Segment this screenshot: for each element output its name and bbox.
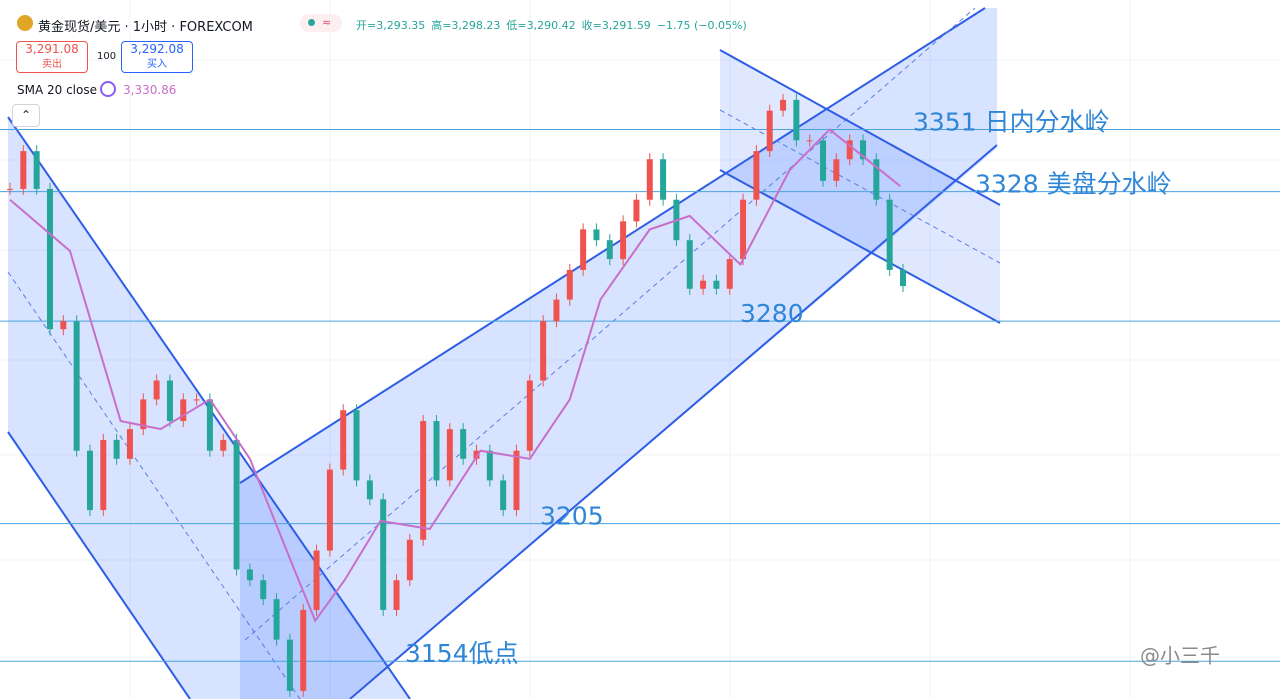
candle xyxy=(860,140,867,160)
candle xyxy=(353,410,360,481)
candle xyxy=(340,410,347,470)
buy-button[interactable]: 3,292.08 买入 xyxy=(121,41,193,73)
indicator-icon[interactable] xyxy=(100,81,116,97)
channels xyxy=(7,7,1001,699)
sma-line xyxy=(9,128,901,623)
candle xyxy=(180,399,187,422)
candle xyxy=(193,399,200,401)
candle xyxy=(73,321,80,451)
candle xyxy=(753,151,760,200)
candle xyxy=(620,221,627,260)
ohlc-value: −1.75 (−0.05%) xyxy=(656,19,747,32)
candle xyxy=(793,99,800,141)
candle xyxy=(900,269,906,287)
candle xyxy=(540,321,547,381)
indicator-name: SMA 20 close xyxy=(17,83,97,97)
plot: 3351 日内分水岭 3328 美盘分水岭 3280 3205 3154低点 xyxy=(0,93,1280,697)
sell-label: 卖出 xyxy=(42,59,62,70)
candle xyxy=(886,199,893,270)
candle xyxy=(700,280,707,289)
candle xyxy=(473,450,480,459)
status-badge[interactable]: ≈ xyxy=(300,14,342,32)
candle xyxy=(486,450,493,481)
candle xyxy=(833,159,840,181)
candle xyxy=(406,539,413,581)
candle xyxy=(233,439,240,570)
candle xyxy=(420,421,427,540)
level-label: 3280 xyxy=(740,299,804,328)
candle xyxy=(86,450,93,511)
candle xyxy=(686,240,693,289)
candle xyxy=(806,140,813,142)
collapse-button[interactable]: ⌃ xyxy=(12,104,40,127)
candle xyxy=(460,429,467,459)
candle xyxy=(660,159,667,200)
candle xyxy=(526,380,533,451)
candle xyxy=(393,580,400,610)
sell-price: 3,291.08 xyxy=(25,42,79,56)
candle xyxy=(100,439,107,511)
candle xyxy=(513,450,520,511)
candle xyxy=(500,480,507,511)
watermark: @小三千 xyxy=(1140,644,1220,668)
candle xyxy=(300,609,307,691)
candle xyxy=(446,429,453,481)
candle xyxy=(113,439,120,459)
spread: 100 xyxy=(97,51,117,62)
candle xyxy=(846,140,853,160)
candle xyxy=(246,569,253,581)
candle xyxy=(166,380,173,422)
candle xyxy=(593,229,600,241)
candle xyxy=(433,421,440,481)
ohlc-value: 收=3,291.59 xyxy=(581,19,651,32)
candle xyxy=(20,151,27,189)
candle xyxy=(326,469,333,551)
sell-button[interactable]: 3,291.08 卖出 xyxy=(16,41,88,73)
ohlc-value: 开=3,293.35 xyxy=(356,19,426,32)
candle xyxy=(313,550,320,610)
candle xyxy=(380,499,387,610)
buy-price: 3,292.08 xyxy=(130,42,184,56)
candle xyxy=(206,399,213,451)
candle xyxy=(553,299,560,322)
candle xyxy=(140,399,147,430)
candle xyxy=(260,580,267,600)
candle xyxy=(366,480,373,500)
candle xyxy=(633,199,640,222)
level-label: 3154低点 xyxy=(405,639,519,668)
candle xyxy=(153,380,160,400)
candle xyxy=(33,151,40,189)
candle xyxy=(820,140,827,181)
level-label: 3328 美盘分水岭 xyxy=(975,170,1172,199)
candle xyxy=(46,188,53,330)
candle xyxy=(780,99,787,111)
candle xyxy=(766,110,773,152)
candle xyxy=(713,280,720,289)
symbol-title: 黄金现货/美元 · 1小时 · FOREXCOM xyxy=(38,20,253,35)
candle xyxy=(646,159,653,200)
candle xyxy=(286,639,293,691)
level-label: 3351 日内分水岭 xyxy=(913,108,1110,137)
ohlc-value: 低=3,290.42 xyxy=(506,19,576,32)
buy-label: 买入 xyxy=(147,59,167,70)
candle xyxy=(126,429,133,459)
level-label: 3205 xyxy=(540,502,604,531)
candle xyxy=(566,269,573,300)
candle xyxy=(7,188,13,190)
candle xyxy=(726,259,733,289)
ohlc-values: 开=3,293.35 高=3,298.23 低=3,290.42 收=3,291.59… xyxy=(356,17,753,33)
candle xyxy=(873,159,880,200)
candle xyxy=(273,599,280,640)
gold-icon xyxy=(17,15,33,31)
candle xyxy=(740,199,747,260)
indicator-value: 3,330.86 xyxy=(123,83,177,97)
candle xyxy=(606,240,613,260)
ohlc-value: 高=3,298.23 xyxy=(431,19,501,32)
candle xyxy=(220,439,227,451)
candle xyxy=(580,229,587,270)
candle xyxy=(60,321,67,330)
